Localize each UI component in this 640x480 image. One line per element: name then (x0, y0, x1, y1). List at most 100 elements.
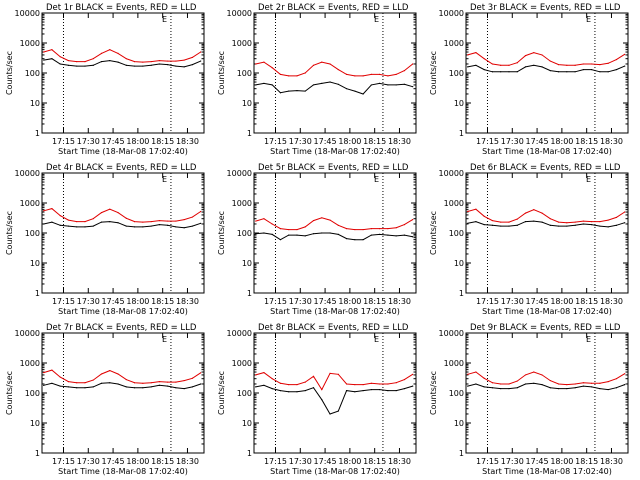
detector-panel: Det 2r BLACK = Events, RED = LLD 1 10 100 10… (217, 3, 417, 156)
data-point (403, 378, 406, 381)
data-point (345, 238, 348, 240)
data-point (312, 387, 315, 389)
data-point (533, 382, 535, 384)
data-point (288, 75, 290, 77)
data-point (574, 383, 576, 385)
data-point (167, 220, 169, 222)
x-tick-label: 18:15 (575, 457, 598, 466)
data-point (167, 381, 169, 383)
event-marker-label: E (162, 335, 167, 344)
data-point (599, 64, 601, 66)
x-tick-label: 17:45 (314, 137, 337, 146)
data-point (92, 218, 94, 220)
y-tick-label: 10000 (15, 169, 40, 178)
data-point (624, 384, 626, 386)
x-tick-label: 18:30 (600, 297, 623, 306)
data-point (607, 62, 609, 64)
x-tick-label: 18:15 (363, 137, 386, 146)
data-point (158, 380, 160, 383)
data-point (549, 70, 551, 72)
x-axis-label: Start Time (18-Mar-08 17:02:40) (270, 147, 400, 156)
data-point (175, 387, 177, 389)
data-point (279, 390, 282, 392)
data-point (117, 61, 119, 63)
x-axis-label: Start Time (18-Mar-08 17:02:40) (482, 307, 612, 316)
y-tick-label: 1000 (232, 39, 252, 48)
data-point (615, 216, 618, 219)
data-point (92, 379, 94, 381)
data-point (491, 219, 494, 222)
data-point (379, 383, 381, 385)
data-point (133, 65, 136, 67)
data-point (279, 382, 282, 384)
data-point (175, 65, 177, 67)
x-axis-label: Start Time (18-Mar-08 17:02:40) (270, 467, 400, 476)
data-point (599, 388, 601, 390)
data-point (395, 235, 397, 237)
y-axis-label: Counts/sec (429, 211, 438, 255)
data-point (362, 228, 364, 231)
x-tick-label: 18:15 (151, 297, 174, 306)
y-tick-label: 1000 (232, 199, 252, 208)
data-point (524, 55, 527, 57)
x-tick-label: 18:00 (550, 457, 573, 466)
data-point (533, 371, 535, 373)
data-point (362, 390, 364, 392)
series-line (467, 382, 625, 391)
data-point (574, 71, 576, 73)
data-point (296, 391, 298, 393)
data-point (483, 386, 485, 388)
data-point (524, 374, 527, 376)
y-tick-label: 10000 (439, 329, 464, 338)
data-point (516, 387, 518, 389)
data-point (150, 225, 152, 227)
series-line (43, 382, 201, 390)
x-tick-label: 18:30 (600, 137, 623, 146)
data-point (158, 224, 160, 226)
data-point (288, 391, 290, 393)
y-tick-label: 10 (454, 419, 464, 428)
plot-frame (465, 172, 629, 294)
data-point (491, 71, 494, 73)
data-point (312, 64, 315, 66)
y-axis-label: Counts/sec (429, 371, 438, 415)
series-line (255, 372, 413, 391)
data-point (255, 386, 257, 388)
data-point (100, 373, 103, 375)
data-point (379, 82, 381, 85)
y-tick-label: 10 (454, 99, 464, 108)
data-point (92, 225, 94, 227)
plot-frame (253, 332, 417, 454)
data-point (345, 73, 348, 75)
y-tick-label: 10 (454, 259, 464, 268)
data-point (76, 382, 78, 384)
data-point (117, 52, 119, 55)
data-point (624, 53, 626, 55)
data-point (370, 228, 372, 230)
data-point (624, 65, 626, 67)
series-line (43, 369, 201, 384)
panel-title: Det 6r BLACK = Events, RED = LLD (470, 163, 621, 173)
x-tick-label: 18:00 (550, 137, 573, 146)
data-point (43, 384, 45, 386)
data-point (508, 388, 510, 390)
data-point (574, 224, 576, 226)
data-point (67, 386, 70, 388)
data-point (142, 387, 144, 389)
data-point (296, 228, 298, 231)
data-point (370, 73, 372, 75)
series-line (43, 49, 201, 63)
y-tick-label: 1 (459, 129, 464, 138)
data-point (607, 226, 609, 228)
data-point (403, 234, 406, 236)
data-point (191, 64, 194, 66)
series-line (255, 384, 413, 415)
data-point (263, 218, 265, 220)
y-tick-label: 1 (459, 449, 464, 458)
data-point (354, 75, 356, 77)
data-point (117, 211, 119, 214)
y-tick-label: 1000 (232, 359, 252, 368)
data-point (412, 236, 414, 238)
data-point (533, 220, 535, 222)
y-axis-label: Counts/sec (5, 51, 14, 95)
